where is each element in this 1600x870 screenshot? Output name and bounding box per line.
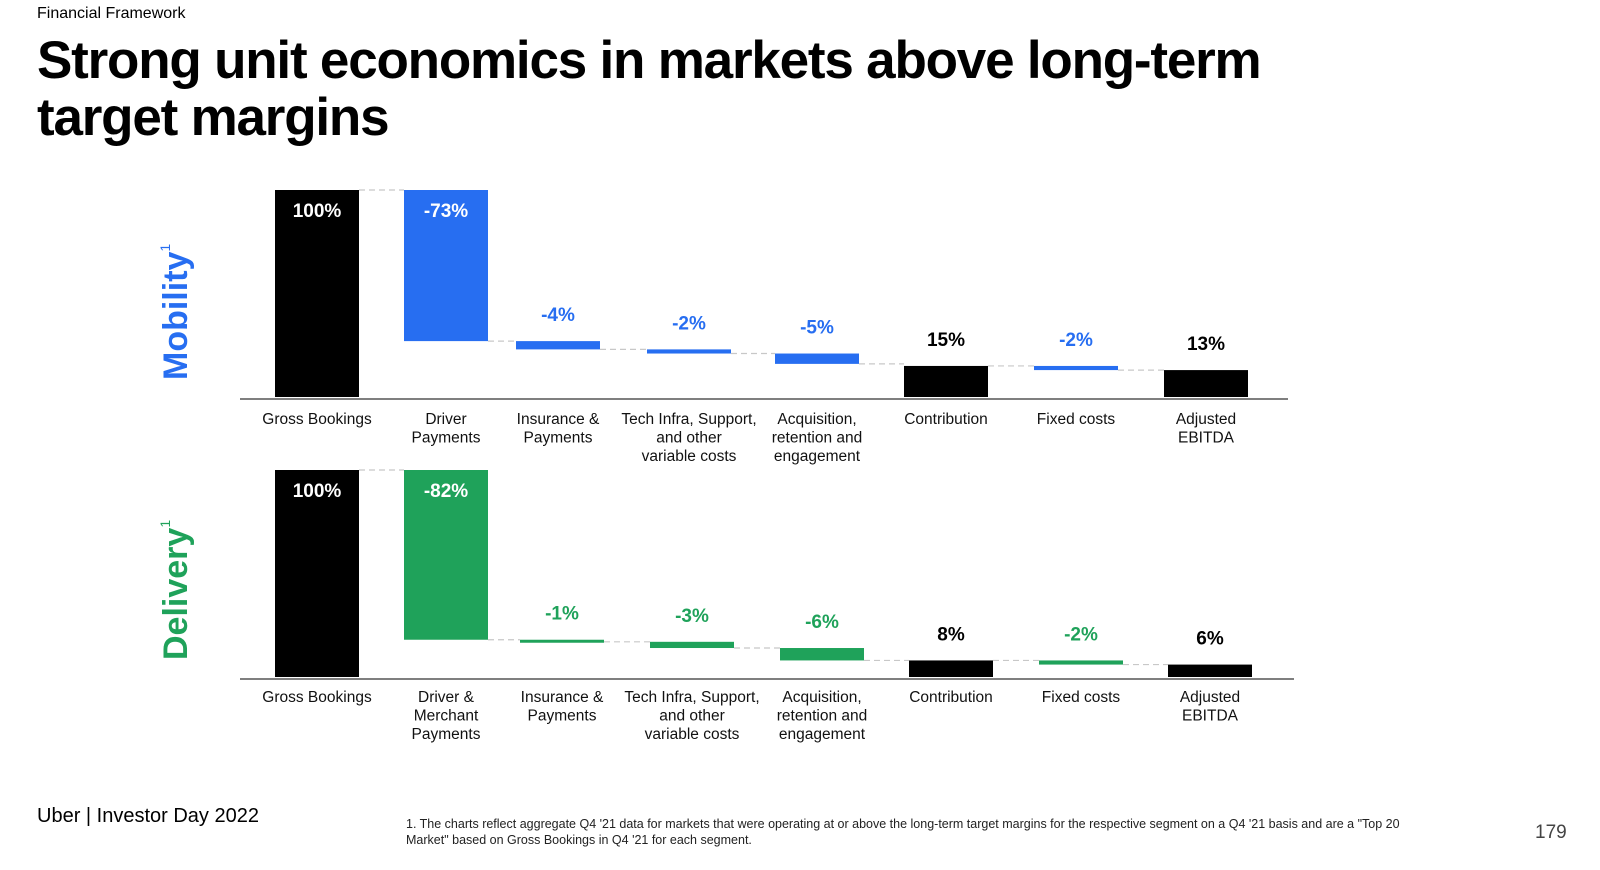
bar-value-label: -2%	[1064, 624, 1098, 645]
bar-value-label: -2%	[672, 313, 706, 334]
bar-value-label: -2%	[1059, 330, 1093, 351]
category-label: Gross Bookings	[262, 411, 372, 428]
bar-value-label: -5%	[800, 318, 834, 339]
footnote: 1. The charts reflect aggregate Q4 '21 d…	[406, 817, 1400, 847]
category-label: Contribution	[904, 411, 988, 428]
waterfall-bar	[404, 190, 488, 342]
category-label: Tech Infra, Support, and other variable co…	[624, 689, 759, 743]
waterfall-bar	[404, 470, 488, 640]
category-label: Gross Bookings	[262, 689, 372, 706]
bar-value-label: 100%	[293, 201, 342, 222]
waterfall-bar	[275, 470, 359, 677]
waterfall-bar	[1168, 664, 1252, 677]
footer-brand: Uber | Investor Day 2022	[37, 805, 259, 827]
category-label: Driver Payments	[412, 411, 481, 447]
bar-value-label: 100%	[293, 481, 342, 502]
category-label: Insurance & Payments	[517, 411, 600, 447]
waterfall-bar	[1164, 370, 1248, 397]
category-label: Acquisition, retention and engagement	[772, 411, 863, 465]
category-label: Adjusted EBITDA	[1176, 411, 1236, 447]
bar-value-label: -1%	[545, 604, 579, 625]
page-number: 179	[1535, 822, 1567, 843]
section-label: Financial Framework	[37, 5, 186, 22]
waterfall-bar	[904, 365, 988, 397]
bar-value-label: 15%	[927, 330, 965, 351]
bar-value-label: -6%	[805, 612, 839, 633]
bar-value-label: -3%	[675, 606, 709, 627]
bar-value-label: -82%	[424, 481, 468, 502]
category-label: Driver & Merchant Payments	[412, 689, 481, 743]
category-label: Contribution	[909, 689, 993, 706]
category-label: Insurance & Payments	[521, 689, 604, 725]
waterfall-bar	[909, 660, 993, 677]
slide-title: Strong unit economics in markets above l…	[37, 31, 1262, 147]
waterfall-bar	[1039, 660, 1123, 665]
bar-value-label: -4%	[541, 305, 575, 326]
waterfall-bar	[650, 641, 734, 649]
category-label: Fixed costs	[1042, 689, 1121, 706]
category-label: Fixed costs	[1037, 411, 1116, 428]
waterfall-bar	[775, 353, 859, 364]
category-label: Tech Infra, Support, and other variable co…	[621, 411, 756, 465]
category-label: Adjusted EBITDA	[1180, 689, 1240, 725]
waterfall-bar	[516, 341, 600, 350]
bar-value-label: 6%	[1196, 629, 1224, 650]
bar-value-label: -73%	[424, 201, 468, 222]
waterfall-bar	[780, 648, 864, 661]
waterfall-bar	[1034, 365, 1118, 371]
bar-value-label: 8%	[937, 624, 965, 645]
bar-value-label: 13%	[1187, 334, 1225, 355]
waterfall-bar	[647, 349, 731, 354]
waterfall-bar	[520, 639, 604, 643]
waterfall-bar	[275, 190, 359, 397]
category-label: Acquisition, retention and engagement	[777, 689, 868, 743]
